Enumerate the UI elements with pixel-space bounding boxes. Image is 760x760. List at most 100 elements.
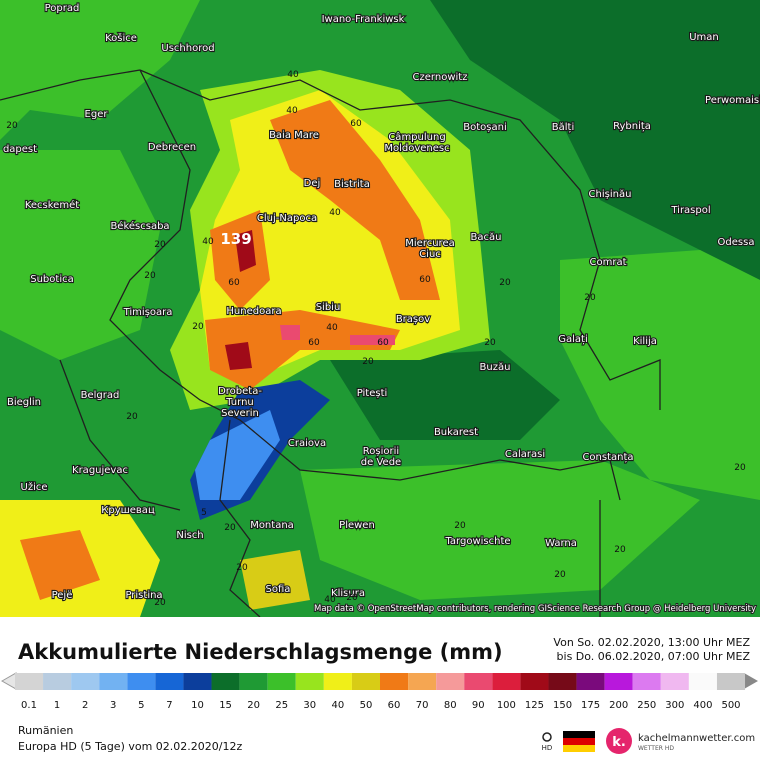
legend-label: 175 <box>581 700 600 711</box>
contour-label: 20 <box>192 322 204 332</box>
contour-label: 20 <box>346 593 358 603</box>
legend-label: 200 <box>609 700 628 711</box>
contour-label: 40 <box>329 208 341 218</box>
legend-swatch <box>436 673 465 690</box>
city-label: Comrat <box>589 257 626 268</box>
rain-area <box>235 230 256 272</box>
legend-label: 150 <box>553 700 572 711</box>
contour-label: 40 <box>326 323 338 333</box>
contour-label: 20 <box>554 570 566 580</box>
legend-label: 2 <box>82 700 88 711</box>
contour-label: 60 <box>350 119 362 129</box>
contour-label: 20 <box>734 463 746 473</box>
legend-swatch <box>380 673 409 690</box>
legend-swatch <box>239 673 268 690</box>
city-label: Sibiu <box>316 302 341 313</box>
logo-letter: k. <box>612 735 626 750</box>
contour-label: 60 <box>377 338 389 348</box>
legend-swatch <box>604 673 633 690</box>
legend-label: 3 <box>110 700 116 711</box>
city-label: Baia Mare <box>269 130 319 141</box>
city-label: Rybnița <box>613 121 651 132</box>
rain-area <box>225 342 252 370</box>
city-label: Galați <box>558 334 587 345</box>
city-label: Turnu <box>225 397 254 408</box>
legend-label: 7 <box>166 700 172 711</box>
rain-area <box>20 530 100 600</box>
city-label: Ciuc <box>419 249 441 260</box>
city-label: Calarasi <box>505 449 545 460</box>
logo[interactable] <box>606 728 632 754</box>
legend-swatch <box>464 673 493 690</box>
contour-label: 20 <box>144 271 156 281</box>
city-label: Câmpulung <box>388 131 445 143</box>
city-label: Brașov <box>396 314 430 325</box>
city-label: Pristina <box>125 590 162 601</box>
legend-label: 30 <box>303 700 316 711</box>
legend-label: 125 <box>525 700 544 711</box>
region: Rumänien <box>18 724 73 737</box>
city-label: Sofia <box>266 584 291 595</box>
legend-label: 400 <box>693 700 712 711</box>
attribution: Map data © OpenStreetMap contributors, r… <box>314 604 756 614</box>
city-label: Košice <box>105 32 137 44</box>
legend-swatch <box>576 673 605 690</box>
city-label: Tiraspol <box>670 205 710 216</box>
city-label: Cluj-Napoca <box>257 213 317 224</box>
city-label: Perwomaisk <box>705 95 760 106</box>
city-label: Plewen <box>339 520 375 531</box>
hd-label: HD <box>542 744 553 752</box>
legend-swatch <box>492 673 521 690</box>
contour-label: 40 <box>286 106 298 116</box>
city-label: Moldovenesc <box>384 143 449 154</box>
rain-area <box>0 0 200 140</box>
rain-area <box>330 350 560 440</box>
search-icon[interactable] <box>542 732 552 742</box>
legend-label: 100 <box>497 700 516 711</box>
map: Poprad Iwano-Frankiwsk Košice Uschhorod Uman… <box>0 0 760 618</box>
city-label: Czernowitz <box>413 72 468 83</box>
flag <box>563 738 595 745</box>
contour-label: 40 <box>287 70 299 80</box>
city-label: Buzău <box>480 362 511 373</box>
contour-label: 20 <box>126 412 138 422</box>
city-label: Belgrad <box>81 390 120 401</box>
legend-swatch <box>99 673 128 690</box>
city-label: Poprad <box>45 3 80 14</box>
legend-swatch <box>295 673 324 690</box>
legend-swatch <box>43 673 72 690</box>
contour-label: 20 <box>154 598 166 608</box>
city-label: Miercurea <box>405 238 454 249</box>
city-label: Hunedoara <box>226 306 281 317</box>
city-label: Botoșani <box>463 122 506 133</box>
legend-label: 500 <box>721 700 740 711</box>
city-label: Užice <box>21 481 48 493</box>
city-label: Uschhorod <box>161 43 214 54</box>
city-label: Kecskemét <box>25 199 79 211</box>
city-label: Targowischte <box>444 536 510 547</box>
city-labels: Poprad Iwano-Frankiwsk Košice Uschhorod Uman… <box>2 2 760 602</box>
legend-arrow-right <box>744 673 758 689</box>
legend-label: 20 <box>247 700 260 711</box>
legend-swatch <box>548 673 577 690</box>
city-label: Debrecen <box>148 142 196 153</box>
rain-area <box>200 90 460 380</box>
legend-swatch <box>155 673 184 690</box>
city-label: Subotica <box>30 274 73 285</box>
legend-swatch <box>211 673 240 690</box>
city-label: Constanța <box>582 452 633 463</box>
legend-swatch <box>408 673 437 690</box>
legend-swatch <box>716 673 746 690</box>
legend-label: 90 <box>472 700 485 711</box>
legend-label: 40 <box>332 700 345 711</box>
city-label: Warna <box>545 538 577 549</box>
contour-label: 5 <box>201 508 207 518</box>
legend-swatch <box>183 673 212 690</box>
legend-swatch <box>14 673 44 690</box>
city-label: Uman <box>689 32 719 43</box>
contour-label: 139 <box>220 230 251 248</box>
period-to: bis Do. 06.02.2020, 07:00 Uhr MEZ <box>557 650 751 663</box>
legend-label: 5 <box>138 700 144 711</box>
rain-area <box>280 325 300 340</box>
contour-label: 20 <box>484 338 496 348</box>
